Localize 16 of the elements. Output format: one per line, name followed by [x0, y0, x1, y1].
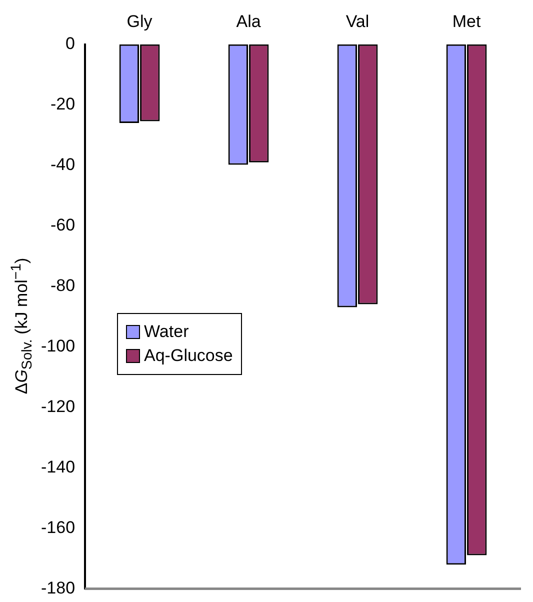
y-tick-label: -140	[40, 458, 76, 477]
y-tick-label: -120	[40, 397, 76, 416]
legend-label: Water	[144, 322, 189, 342]
y-tick-label: -160	[40, 518, 76, 537]
y-tick-label: -180	[40, 578, 76, 598]
x-tick-label: Ala	[236, 12, 262, 31]
y-tick-label: -100	[40, 336, 76, 356]
y-tick-label: -20	[50, 94, 76, 114]
y-tick-label: -80	[50, 276, 76, 296]
y-tick-label: -60	[50, 216, 76, 235]
x-tick-label: Val	[346, 12, 370, 31]
x-tick-label: Gly	[126, 12, 153, 31]
y-tick-label: -40	[50, 155, 76, 174]
y-tick-label: 0	[66, 34, 76, 54]
legend-label: Aq-Glucose	[144, 346, 233, 366]
x-tick-label: Met	[452, 12, 481, 31]
